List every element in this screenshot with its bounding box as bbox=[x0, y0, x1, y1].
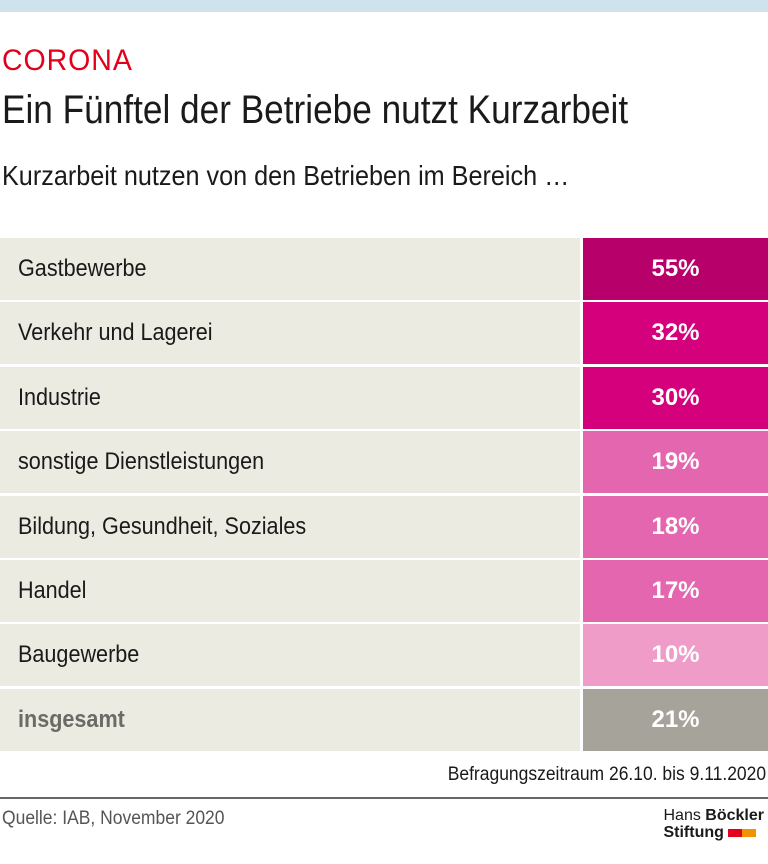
category-label: insgesamt bbox=[0, 688, 580, 751]
divider bbox=[0, 797, 768, 799]
value-label: 55% bbox=[651, 255, 700, 282]
source-note: Quelle: IAB, November 2020 bbox=[2, 808, 225, 829]
table-row: Verkehr und Lagerei 32% bbox=[0, 302, 768, 365]
value-label: 30% bbox=[651, 383, 700, 411]
top-bar bbox=[0, 0, 768, 12]
category-label: Baugewerbe bbox=[0, 624, 580, 687]
category-label: Gastbewerbe bbox=[0, 238, 580, 300]
logo-red-square bbox=[728, 828, 743, 837]
value-cell: 19% bbox=[583, 431, 768, 494]
value-cell: 10% bbox=[583, 624, 768, 687]
category-text: Baugewerbe bbox=[18, 641, 140, 669]
value-label: 10% bbox=[651, 641, 700, 669]
logo-text: Böckler bbox=[705, 807, 764, 824]
table-row: Gastbewerbe 55% bbox=[0, 238, 768, 300]
category-label: sonstige Dienstleistungen bbox=[0, 431, 580, 494]
category-text: Verkehr und Lagerei bbox=[18, 319, 213, 347]
value-cell: 55% bbox=[583, 238, 768, 300]
chart-title: Ein Fünftel der Betriebe nutzt Kurzarbei… bbox=[2, 88, 629, 132]
table-row: Handel 17% bbox=[0, 560, 768, 622]
category-text: sonstige Dienstleistungen bbox=[18, 448, 265, 476]
value-label: 19% bbox=[651, 448, 700, 476]
survey-period: Befragungszeitraum 26.10. bis 9.11.2020 bbox=[447, 764, 766, 785]
category-text: Industrie bbox=[18, 383, 101, 411]
kicker: CORONA bbox=[2, 44, 133, 77]
value-label: 21% bbox=[651, 705, 700, 733]
value-label: 18% bbox=[651, 512, 700, 540]
category-label: Handel bbox=[0, 560, 580, 622]
category-text: Gastbewerbe bbox=[18, 255, 147, 282]
value-cell: 17% bbox=[583, 560, 768, 622]
value-cell: 21% bbox=[583, 688, 768, 751]
category-label: Verkehr und Lagerei bbox=[0, 302, 580, 365]
hans-boeckler-logo: Hans Böckler Stiftung bbox=[663, 807, 764, 841]
value-label: 32% bbox=[651, 319, 700, 347]
chart-subtitle: Kurzarbeit nutzen von den Betrieben im B… bbox=[2, 160, 570, 191]
value-label: 17% bbox=[651, 577, 700, 604]
table-row: Industrie 30% bbox=[0, 366, 768, 429]
table-row: insgesamt 21% bbox=[0, 688, 768, 751]
table-row: Bildung, Gesundheit, Soziales 18% bbox=[0, 495, 768, 558]
category-label: Industrie bbox=[0, 366, 580, 429]
value-cell: 18% bbox=[583, 495, 768, 558]
value-cell: 30% bbox=[583, 366, 768, 429]
table-row: sonstige Dienstleistungen 19% bbox=[0, 431, 768, 494]
logo-orange-square bbox=[742, 828, 757, 837]
category-text: insgesamt bbox=[18, 705, 125, 733]
logo-text: Stiftung bbox=[663, 824, 724, 841]
table-row: Baugewerbe 10% bbox=[0, 624, 768, 687]
value-cell: 32% bbox=[583, 302, 768, 365]
logo-text: Hans bbox=[663, 807, 701, 824]
category-text: Handel bbox=[18, 577, 87, 604]
category-text: Bildung, Gesundheit, Soziales bbox=[18, 512, 307, 540]
category-label: Bildung, Gesundheit, Soziales bbox=[0, 495, 580, 558]
